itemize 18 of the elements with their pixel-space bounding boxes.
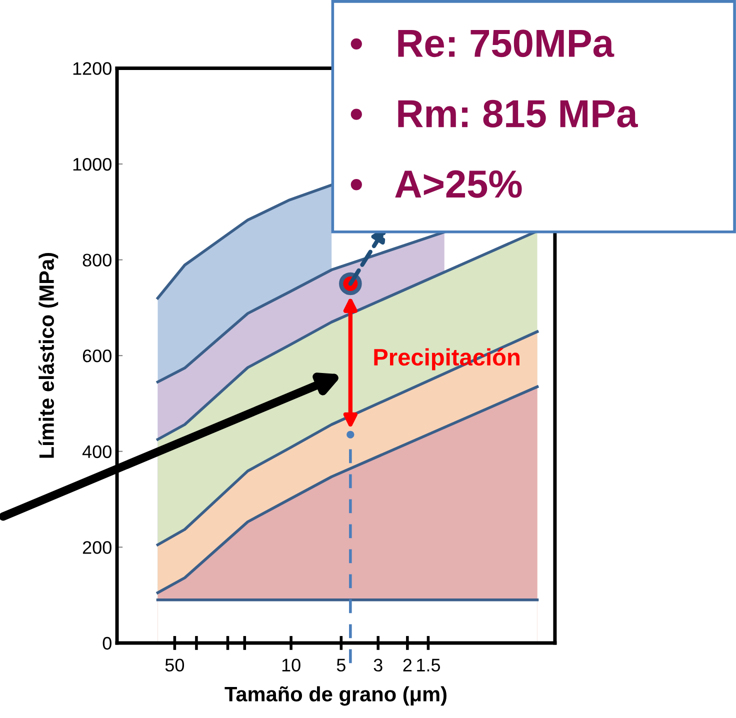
y-tick-label: 0 [102,636,112,650]
x-tick-label: 5 [336,658,346,672]
annotation: • A>25% [350,170,522,198]
x-tick-label: 3 [374,658,382,672]
y-tick-label: 1000 [73,158,112,171]
x-tick-label: 50 [165,658,184,672]
y-tick-label: 200 [82,541,112,554]
text: • Re: 750MPa [350,30,614,58]
y-axis-title: Límite elástico (MPa) [38,253,58,458]
x-tick-label: 10 [282,658,300,672]
y-tick-label: 600 [82,350,112,362]
x-tick-label: 2 [403,658,412,672]
y-tick-label: 800 [82,254,112,267]
y-tick-label: 400 [82,445,112,458]
x-axis-title: Tamaño de grano (μm) [224,686,446,706]
x-tick-label: 1.5 [417,658,440,672]
annotation: • Rm: 815 MPa [350,100,638,128]
y-tick-label: 1200 [73,62,112,75]
